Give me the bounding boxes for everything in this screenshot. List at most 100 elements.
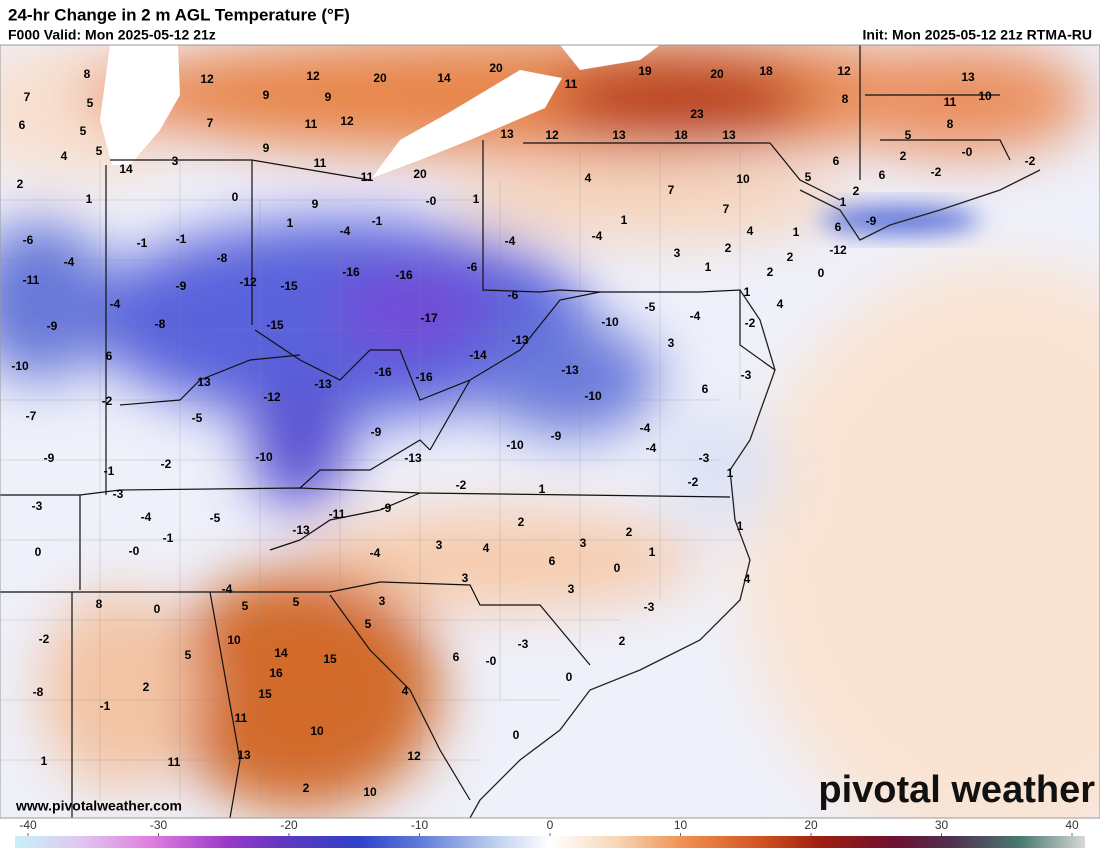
temp-change-label: -6	[467, 260, 478, 274]
temp-change-label: 6	[835, 220, 842, 234]
temp-change-label: -4	[141, 510, 152, 524]
temp-change-label: 5	[805, 170, 812, 184]
temp-change-label: -9	[866, 214, 877, 228]
temp-change-label: 14	[119, 162, 133, 176]
temp-change-label: 10	[363, 785, 377, 799]
temp-change-label: 1	[840, 195, 847, 209]
temp-change-label: 2	[518, 515, 525, 529]
temp-change-label: 2	[303, 781, 310, 795]
temp-change-label: 14	[274, 646, 288, 660]
temp-change-label: 9	[312, 197, 319, 211]
temp-change-label: -10	[255, 450, 273, 464]
temp-change-label: -4	[222, 582, 233, 596]
temp-change-label: 2	[143, 680, 150, 694]
temp-change-label: 4	[61, 149, 68, 163]
temp-change-label: -17	[420, 311, 438, 325]
temp-change-label: 11	[314, 156, 327, 170]
temp-change-label: 1	[287, 216, 294, 230]
temp-change-label: -1	[372, 214, 383, 228]
temp-change-label: 2	[900, 149, 907, 163]
temp-change-label: 3	[580, 536, 587, 550]
temp-change-label: 5	[905, 128, 912, 142]
temp-change-label: 10	[227, 633, 241, 647]
temp-change-label: 12	[306, 69, 320, 83]
temp-change-label: -16	[342, 265, 360, 279]
temp-change-label: 20	[413, 167, 427, 181]
temp-change-label: 1	[744, 285, 751, 299]
temp-change-label: 0	[614, 561, 621, 575]
temp-change-label: -7	[26, 409, 37, 423]
temp-change-label: 2	[767, 265, 774, 279]
temp-change-label: -8	[155, 317, 166, 331]
temp-change-label: 12	[340, 114, 354, 128]
temp-change-label: 7	[207, 116, 214, 130]
temp-change-label: -16	[374, 365, 392, 379]
temp-change-label: 4	[585, 171, 592, 185]
temp-change-label: -2	[745, 316, 756, 330]
temp-change-label: -14	[469, 348, 487, 362]
colorbar-tick-label: -10	[411, 818, 429, 832]
temp-change-label: 3	[379, 594, 386, 608]
temp-change-label: 15	[323, 652, 337, 666]
temp-change-label: 7	[24, 90, 31, 104]
temp-change-label: 23	[690, 107, 704, 121]
temp-change-label: 15	[258, 687, 272, 701]
temp-change-label: -4	[646, 441, 657, 455]
temp-change-label: 5	[365, 617, 372, 631]
temp-change-label: -3	[518, 637, 529, 651]
temp-change-label: 12	[545, 128, 559, 142]
temp-change-label: -11	[329, 507, 346, 521]
temp-change-label: -1	[176, 232, 187, 246]
colorbar-tick-label: -30	[150, 818, 168, 832]
temp-change-label: -5	[645, 300, 656, 314]
colorbar	[15, 836, 1085, 848]
temp-change-label: 12	[200, 72, 214, 86]
temp-change-label: -5	[192, 411, 203, 425]
temp-change-label: 6	[879, 168, 886, 182]
colorbar-tick-label: 0	[547, 818, 554, 832]
temp-change-label: -10	[506, 438, 524, 452]
logo: pivotal weather	[818, 769, 1095, 811]
temp-change-label: -9	[176, 279, 187, 293]
temp-change-label: 16	[269, 666, 283, 680]
temp-change-label: 20	[710, 67, 724, 81]
temp-change-label: -0	[962, 145, 973, 159]
temp-change-label: 9	[325, 90, 332, 104]
temp-change-label: 4	[777, 297, 784, 311]
temp-change-label: 1	[737, 519, 744, 533]
map-frame	[0, 44, 1100, 819]
temp-change-label: -4	[64, 255, 75, 269]
temp-change-label: -5	[210, 511, 221, 525]
temp-change-label: 5	[293, 595, 300, 609]
colorbar-tick-label: -40	[19, 818, 37, 832]
temp-change-label: 0	[566, 670, 573, 684]
temp-change-label: 11	[361, 170, 374, 184]
temp-change-label: 3	[436, 538, 443, 552]
temp-change-label: -1	[104, 464, 115, 478]
temp-change-label: 8	[84, 67, 91, 81]
temp-change-label: 2	[853, 184, 860, 198]
temp-change-label: 5	[87, 96, 94, 110]
temp-change-label: 3	[668, 336, 675, 350]
temp-change-label: -15	[280, 279, 298, 293]
temp-change-label: 11	[168, 755, 181, 769]
temp-change-label: -0	[426, 194, 437, 208]
map	[0, 45, 1100, 818]
temp-change-label: 3	[462, 571, 469, 585]
colorbar-tick-label: 40	[1065, 818, 1079, 832]
temp-change-label: 1	[41, 754, 48, 768]
colorbar-tick-label: 10	[674, 818, 688, 832]
temp-change-label: 13	[961, 70, 975, 84]
temp-change-label: -16	[395, 268, 413, 282]
temp-change-label: 5	[96, 144, 103, 158]
temp-change-label: 1	[793, 225, 800, 239]
site-url: www.pivotalweather.com	[15, 798, 182, 814]
valid-time: F000 Valid: Mon 2025-05-12 21z	[8, 27, 216, 43]
temp-change-label: 10	[736, 172, 750, 186]
temp-change-label: 10	[310, 724, 324, 738]
temp-change-label: 13	[722, 128, 736, 142]
temp-change-label: 6	[833, 154, 840, 168]
temp-change-label: -10	[584, 389, 602, 403]
temp-change-label: 5	[185, 648, 192, 662]
